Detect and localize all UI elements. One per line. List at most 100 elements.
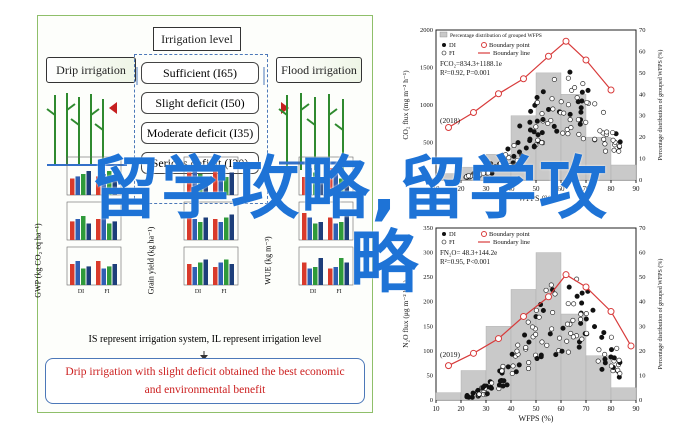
flux-point xyxy=(549,326,555,332)
y2-tick-label: 50 xyxy=(639,274,646,281)
flux-point xyxy=(578,109,584,115)
y2-tick-label: 50 xyxy=(639,70,646,77)
legend-marker-boundary-point xyxy=(481,231,487,237)
flux-point xyxy=(533,124,539,130)
y-tick-label: 350 xyxy=(423,225,433,232)
flux-point xyxy=(526,339,532,345)
mini-bar xyxy=(328,268,333,285)
mini-bar xyxy=(203,217,208,240)
mini-bar xyxy=(198,262,203,285)
flux-point xyxy=(608,334,614,340)
flux-point xyxy=(568,125,574,131)
flux-point xyxy=(534,99,540,105)
flux-point xyxy=(540,116,546,122)
y2-tick-label: 20 xyxy=(639,348,646,355)
flood-irrigation-box: Flood irrigation xyxy=(276,57,362,83)
x-tick-label: 40 xyxy=(508,185,516,193)
mini-bar xyxy=(96,219,101,240)
wfps-distribution-bar xyxy=(535,252,562,401)
x-tick-label: 70 xyxy=(583,185,591,193)
mini-bar xyxy=(107,223,112,240)
flux-point xyxy=(511,153,517,159)
flux-point xyxy=(548,282,554,288)
down-arrow-icon xyxy=(200,355,208,360)
y-axis-label: CO₂ flux (mg m⁻² h⁻¹) xyxy=(401,70,410,140)
flux-point xyxy=(484,391,490,397)
flux-point xyxy=(558,99,564,105)
flux-point xyxy=(580,136,586,142)
flux-point xyxy=(527,136,533,142)
y-tick-label: 2000 xyxy=(420,27,433,34)
flux-point xyxy=(560,130,566,136)
flux-point xyxy=(549,96,555,102)
mini-xgroup-label: DI xyxy=(195,289,201,295)
flux-point xyxy=(592,101,598,107)
flux-point xyxy=(514,348,520,354)
mini-bar xyxy=(213,219,218,240)
flux-point xyxy=(608,363,614,369)
flux-point xyxy=(515,342,521,348)
flux-point xyxy=(550,310,556,316)
y2-tick-label: 0 xyxy=(639,397,642,404)
flux-point xyxy=(601,136,607,142)
conclusion-box: Drip irrigation with slight deficit obta… xyxy=(45,358,365,404)
mini-bar xyxy=(344,213,349,240)
boundary-point xyxy=(562,37,570,45)
flux-point xyxy=(603,148,609,154)
flux-point xyxy=(574,95,580,101)
mini-bar xyxy=(213,169,218,195)
mini-chart-frame xyxy=(298,156,354,196)
flux-point xyxy=(499,368,505,374)
legend-boundary-point: Boundary point xyxy=(489,42,530,49)
mini-chart-frame xyxy=(298,246,354,286)
mini-xgroup-label: FI xyxy=(221,289,226,295)
flux-point xyxy=(527,127,533,133)
boundary-point xyxy=(470,349,477,357)
flux-point xyxy=(575,99,581,105)
mini-bar xyxy=(333,223,338,240)
y2-tick-label: 40 xyxy=(639,91,646,98)
flux-point xyxy=(584,330,590,336)
legend-marker-di xyxy=(442,232,446,236)
mini-bar xyxy=(187,172,192,195)
mini-bar xyxy=(318,222,323,240)
flux-point xyxy=(604,129,610,135)
mini-bar xyxy=(96,261,101,285)
fit-r2: R²=0.95, P<0.001 xyxy=(440,258,491,266)
fit-equation: FN₂O= 48.3+144.2e xyxy=(440,249,497,257)
x-tick-label: 80 xyxy=(608,405,616,413)
flux-point xyxy=(533,331,539,337)
flux-point xyxy=(530,324,536,330)
legend-marker-di xyxy=(442,43,446,47)
flux-point xyxy=(600,109,606,115)
flux-point xyxy=(525,319,531,325)
mini-bar xyxy=(187,264,192,285)
mini-bar xyxy=(213,267,218,285)
x-tick-label: 30 xyxy=(483,405,491,413)
fit-equation: FCO₂=834.3+1188.1e xyxy=(440,60,502,68)
legend-fi: FI xyxy=(449,239,455,246)
wfps-distribution-bar xyxy=(510,115,537,181)
flux-point xyxy=(590,307,596,313)
flux-point xyxy=(617,143,623,149)
flux-point xyxy=(601,330,607,336)
flux-point xyxy=(583,316,589,322)
mini-chart-frame xyxy=(183,246,239,286)
mini-bar xyxy=(218,222,223,240)
mini-xgroup-label: FI xyxy=(336,289,341,295)
flux-point xyxy=(543,287,549,293)
flux-point xyxy=(488,385,494,391)
flux-point xyxy=(551,77,557,83)
y-axis-label: N₂O flux (μg m⁻² h⁻¹) xyxy=(401,280,410,348)
flux-point xyxy=(567,117,573,123)
flux-point xyxy=(507,162,513,168)
flux-point xyxy=(553,352,559,358)
mini-xgroup-label: FI xyxy=(104,289,109,295)
flux-point xyxy=(569,87,575,93)
flux-point xyxy=(576,131,582,137)
flux-point xyxy=(464,392,470,398)
crop-flood-icon xyxy=(278,93,344,170)
conclusion-line-2: and environmental benefit xyxy=(144,384,266,396)
mini-bar xyxy=(318,178,323,195)
flux-point xyxy=(584,99,590,105)
